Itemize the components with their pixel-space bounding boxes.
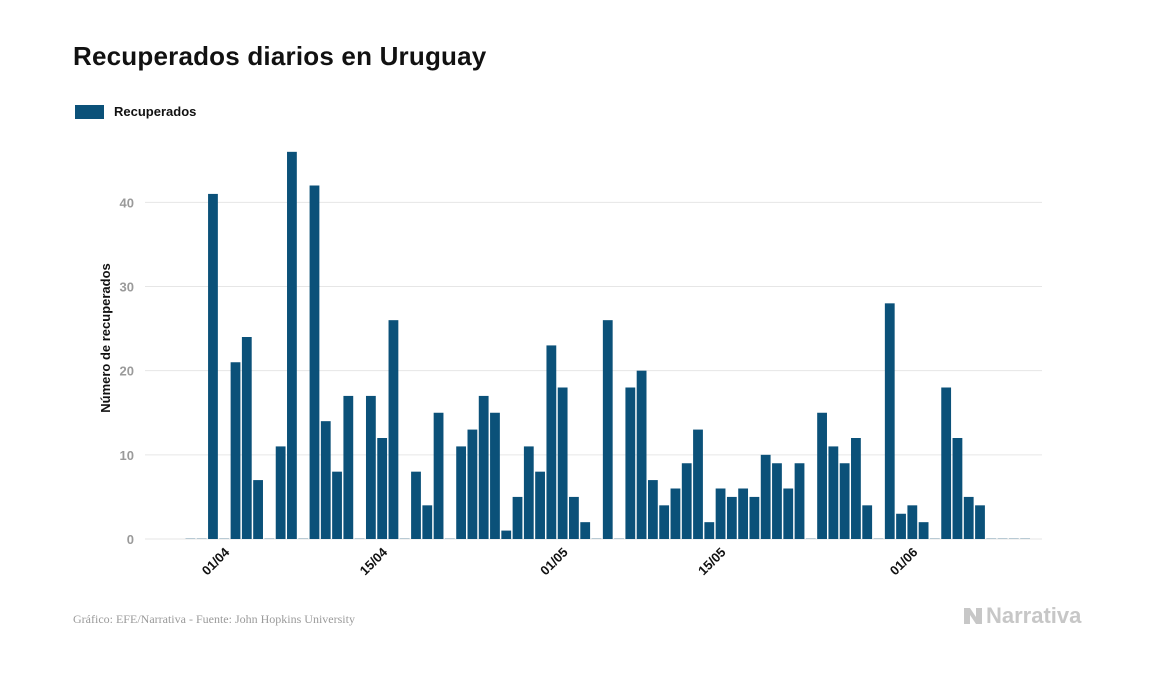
bar-10/06 xyxy=(1008,538,1019,539)
narrativa-logo-icon xyxy=(964,608,982,624)
bar-06/06 xyxy=(963,496,974,539)
bar-01/06 xyxy=(907,505,918,539)
bar-12/04 xyxy=(343,395,354,539)
bar-19/05 xyxy=(760,454,771,539)
bar-05/06 xyxy=(952,438,963,539)
bar-30/05 xyxy=(884,303,895,539)
x-tick-label: 01/04 xyxy=(199,544,233,578)
bar-21/04 xyxy=(444,538,455,539)
bar-07/05 xyxy=(625,387,636,539)
bar-03/06 xyxy=(929,538,940,539)
bar-08/06 xyxy=(986,538,997,539)
legend: Recuperados xyxy=(75,104,196,119)
y-tick-label: 10 xyxy=(120,448,134,463)
bar-08/05 xyxy=(636,370,647,539)
bar-15/04 xyxy=(377,438,388,539)
bar-15/05 xyxy=(715,488,726,539)
bar-07/06 xyxy=(975,505,985,539)
y-tick-label: 40 xyxy=(120,195,134,210)
bar-10/05 xyxy=(659,505,670,539)
bar-02/05 xyxy=(569,496,579,539)
bar-28/05 xyxy=(862,505,873,539)
bar-20/05 xyxy=(772,463,782,539)
bar-05/04 xyxy=(264,538,275,539)
bar-03/05 xyxy=(580,522,591,539)
legend-swatch xyxy=(75,104,104,119)
bar-07/04 xyxy=(287,151,297,540)
bar-17/05 xyxy=(738,488,749,539)
bar-23/04 xyxy=(467,429,478,539)
x-tick-label: 15/04 xyxy=(357,544,391,578)
source-note: Gráfico: EFE/Narrativa - Fuente: John Ho… xyxy=(73,612,355,626)
bar-06/04 xyxy=(275,446,286,539)
bar-29/03 xyxy=(185,538,196,539)
y-axis-label: Número de recuperados xyxy=(98,263,113,413)
bar-11/04 xyxy=(332,471,342,539)
bar-29/05 xyxy=(873,538,884,539)
bar-13/04 xyxy=(354,538,365,539)
bar-02/06 xyxy=(918,522,929,539)
bar-19/04 xyxy=(422,505,433,539)
bars xyxy=(185,151,1031,540)
x-tick-label: 01/05 xyxy=(537,545,571,579)
bar-25/05 xyxy=(828,446,839,539)
bar-24/04 xyxy=(478,395,489,539)
bar-30/04 xyxy=(546,345,557,539)
bar-22/05 xyxy=(794,463,805,539)
bar-01/04 xyxy=(219,538,230,539)
bar-25/04 xyxy=(490,412,500,539)
bar-22/04 xyxy=(456,446,467,539)
bar-26/04 xyxy=(501,530,512,539)
bar-06/05 xyxy=(614,538,624,539)
bar-27/04 xyxy=(512,496,523,539)
bar-11/06 xyxy=(1020,538,1031,539)
bar-10/04 xyxy=(320,421,331,539)
bar-18/04 xyxy=(411,471,421,539)
bar-30/03 xyxy=(196,538,207,539)
bar-17/04 xyxy=(399,538,410,539)
narrativa-logo: Narrativa xyxy=(962,603,1081,629)
bar-29/04 xyxy=(535,471,545,539)
bar-09/06 xyxy=(997,538,1008,539)
bar-03/04 xyxy=(241,337,252,539)
bar-chart: 0 10 20 30 40 01/04 15/04 01/05 15/05 01/06 Núme… xyxy=(98,151,1042,578)
bar-18/05 xyxy=(749,496,760,539)
x-tick-label: 15/05 xyxy=(695,545,729,579)
bar-20/04 xyxy=(433,412,444,539)
bar-12/05 xyxy=(681,463,692,539)
bar-04/05 xyxy=(591,538,602,539)
y-tick-label: 30 xyxy=(120,280,134,295)
bar-21/05 xyxy=(783,488,794,539)
bar-05/05 xyxy=(602,320,613,539)
brand-name: Narrativa xyxy=(986,603,1082,628)
bar-13/05 xyxy=(693,429,703,539)
bar-23/05 xyxy=(805,538,816,539)
bar-04/04 xyxy=(253,480,263,539)
y-tick-label: 20 xyxy=(120,364,134,379)
bar-26/05 xyxy=(839,463,850,539)
legend-label: Recuperados xyxy=(114,104,197,119)
bar-09/04 xyxy=(309,185,320,539)
bar-11/05 xyxy=(670,488,681,539)
bar-16/05 xyxy=(726,496,737,539)
bar-14/05 xyxy=(704,522,715,539)
bar-08/04 xyxy=(298,538,309,539)
bar-02/04 xyxy=(230,362,241,539)
bar-01/05 xyxy=(557,387,568,539)
x-tick-label: 01/06 xyxy=(887,545,921,579)
bar-16/04 xyxy=(388,320,399,539)
bar-27/05 xyxy=(851,438,861,539)
chart-title: Recuperados diarios en Uruguay xyxy=(73,41,487,71)
x-axis-ticks: 01/04 15/04 01/05 15/05 01/06 xyxy=(199,544,921,578)
bar-14/04 xyxy=(365,395,376,539)
bar-31/05 xyxy=(896,513,906,539)
y-tick-label: 0 xyxy=(127,532,134,547)
bar-24/05 xyxy=(817,412,827,539)
bar-31/03 xyxy=(208,193,218,539)
y-axis-ticks: 0 10 20 30 40 xyxy=(120,195,134,547)
bar-09/05 xyxy=(647,480,658,539)
bar-28/04 xyxy=(523,446,534,539)
bar-04/06 xyxy=(941,387,952,539)
